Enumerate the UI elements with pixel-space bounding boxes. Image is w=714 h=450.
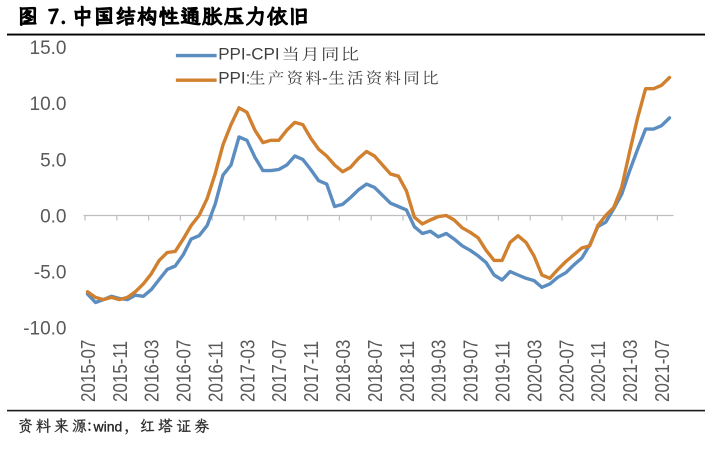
svg-text:PPI:: PPI: <box>218 69 250 88</box>
svg-text:2020-03: 2020-03 <box>523 340 546 402</box>
svg-text:-5.0: -5.0 <box>34 263 67 284</box>
svg-text:-: - <box>322 69 328 88</box>
svg-text:2020-11: 2020-11 <box>587 341 610 402</box>
svg-text:2019-07: 2019-07 <box>459 340 482 402</box>
svg-text:2020-07: 2020-07 <box>555 340 578 402</box>
svg-text:10.0: 10.0 <box>30 94 67 115</box>
svg-text:2019-03: 2019-03 <box>427 340 450 402</box>
svg-text:2018-11: 2018-11 <box>395 341 418 402</box>
svg-text:2017-07: 2017-07 <box>268 340 291 402</box>
svg-text:5.0: 5.0 <box>40 150 66 171</box>
svg-text:-10.0: -10.0 <box>23 319 66 340</box>
svg-text:2016-11: 2016-11 <box>204 341 227 402</box>
svg-text:2018-03: 2018-03 <box>332 340 355 402</box>
svg-text:PPI-CPI: PPI-CPI <box>218 45 279 64</box>
svg-text:2021-03: 2021-03 <box>619 340 642 402</box>
svg-text:2016-03: 2016-03 <box>140 340 163 402</box>
svg-text:2016-07: 2016-07 <box>172 340 195 402</box>
svg-text:2021-07: 2021-07 <box>650 340 673 402</box>
svg-text:0.0: 0.0 <box>40 206 66 227</box>
svg-text:2017-03: 2017-03 <box>236 340 259 402</box>
svg-text:2015-11: 2015-11 <box>108 341 131 402</box>
svg-text:2015-07: 2015-07 <box>76 340 99 402</box>
svg-text:15.0: 15.0 <box>30 38 67 59</box>
svg-text:wind: wind <box>93 418 123 434</box>
svg-text:2019-11: 2019-11 <box>491 341 514 402</box>
svg-text:2017-11: 2017-11 <box>300 341 323 402</box>
svg-text:2018-07: 2018-07 <box>363 340 386 402</box>
